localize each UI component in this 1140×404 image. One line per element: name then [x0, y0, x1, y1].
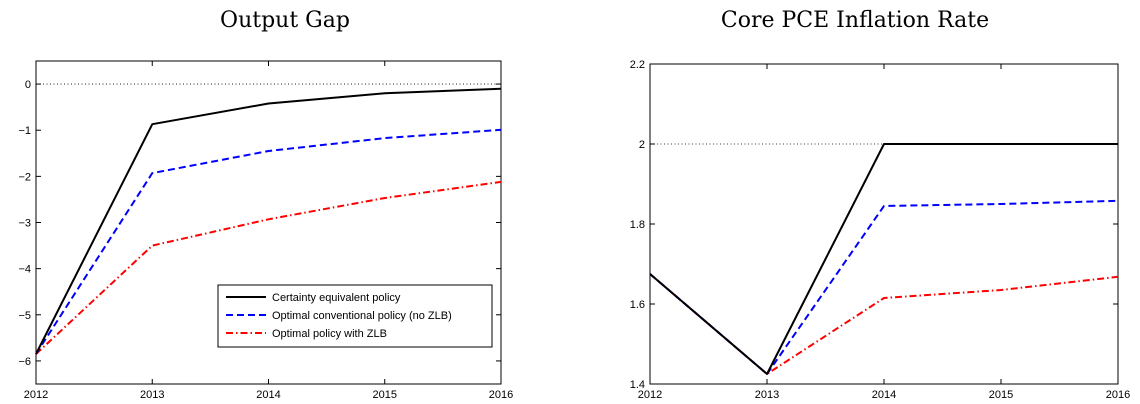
y-tick-label: 2.2 — [630, 59, 645, 71]
x-tick-label: 2013 — [755, 389, 779, 401]
y-tick-label: −4 — [18, 264, 31, 276]
x-tick-label: 2016 — [1106, 389, 1130, 401]
x-tick-label: 2015 — [373, 389, 397, 401]
output-gap-chart: Output Gap 2012 2013 2014 2015 2016 0 −1 −2 −3 −4… — [18, 8, 513, 401]
legend — [217, 284, 493, 348]
x-tick-label: 2012 — [638, 389, 662, 401]
chart-title: Output Gap — [220, 8, 350, 33]
y-tick-label: 0 — [25, 79, 31, 91]
series-line — [35, 128, 502, 355]
y-tick-label: −1 — [18, 125, 31, 137]
axes-box — [649, 63, 1119, 385]
y-tick-label: −5 — [18, 310, 31, 322]
y-tick-label: 1.8 — [630, 219, 645, 231]
core-pce-inflation-plot: 2012 2013 2014 2015 2016 1.4 1.6 1.8 2 2.2 — [630, 59, 1131, 401]
x-tick-label: 2015 — [989, 389, 1013, 401]
y-tick-label: 1.4 — [630, 379, 645, 391]
series-line — [35, 87, 502, 355]
x-tick-label: 2012 — [24, 389, 48, 401]
x-tick-label: 2014 — [872, 389, 896, 401]
legend-label: Optimal conventional policy (no ZLB) — [272, 310, 452, 322]
legend-label: Optimal policy with ZLB — [272, 328, 387, 340]
core-pce-inflation-chart: Core PCE Inflation Rate 2012 2013 2014 2015… — [570, 0, 1140, 404]
y-tick-label: −2 — [18, 171, 31, 183]
series-line — [649, 143, 1118, 375]
output-gap-plot: 2012 2013 2014 2015 2016 0 −1 −2 −3 −4 −5 −6 Certain… — [18, 60, 513, 401]
y-tick-label: −6 — [18, 356, 31, 368]
y-tick-label: −3 — [18, 218, 31, 230]
y-tick-label: 2 — [639, 139, 645, 151]
legend-label: Certainty equivalent policy — [272, 292, 401, 304]
chart-title: Core PCE Inflation Rate — [720, 8, 990, 33]
series-line — [35, 180, 502, 355]
x-tick-label: 2014 — [256, 389, 280, 401]
x-tick-label: 2013 — [140, 389, 164, 401]
x-tick-label: 2016 — [489, 389, 513, 401]
y-tick-label: 1.6 — [630, 299, 645, 311]
